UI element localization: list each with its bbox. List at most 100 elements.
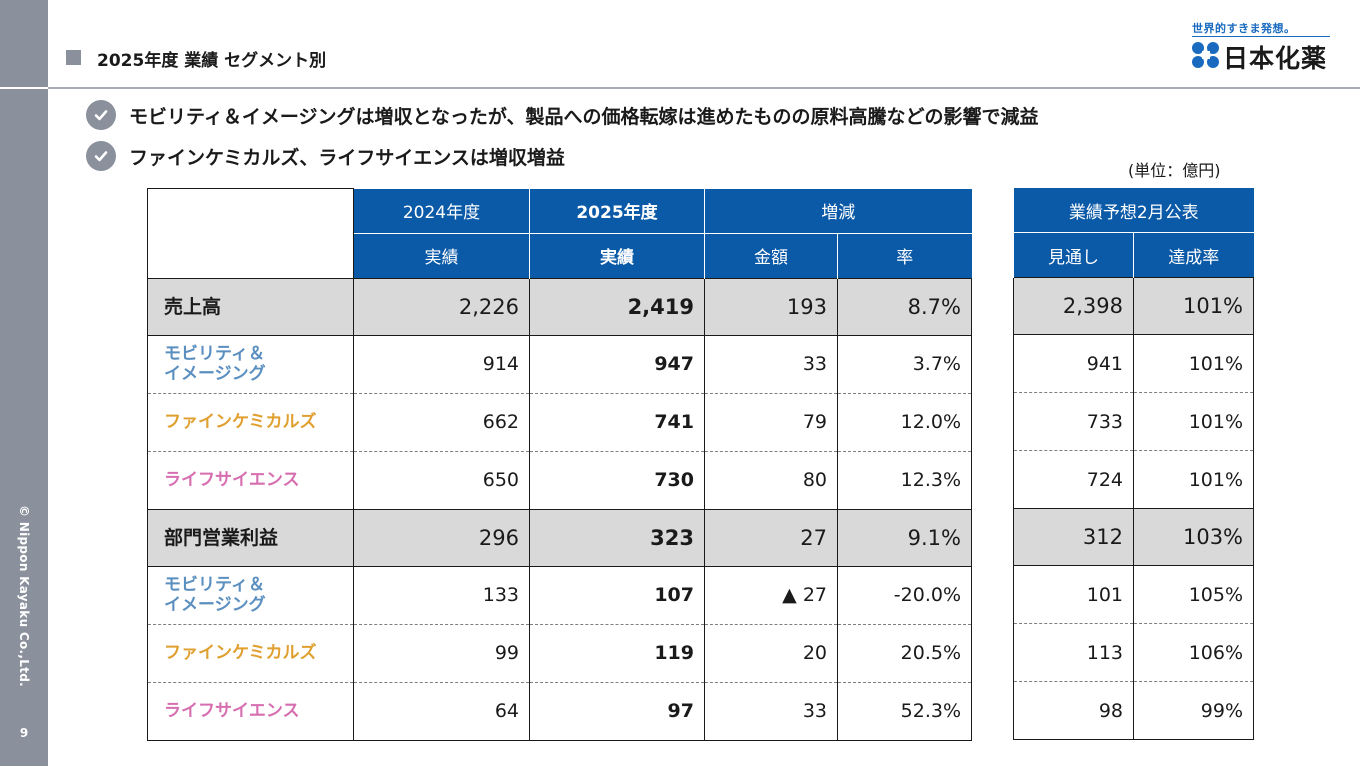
row-label: モビリティ＆ イメージング bbox=[147, 335, 354, 394]
company-logo-name: 日本化薬 bbox=[1223, 44, 1328, 73]
cell-achievement: 101% bbox=[1132, 334, 1255, 393]
cell-fy2024: 650 bbox=[353, 451, 530, 510]
sidebar: © Nippon Kayaku Co.,Ltd. 9 bbox=[0, 0, 48, 766]
cell-amount: 33 bbox=[704, 682, 838, 741]
cell-fy2024: 133 bbox=[353, 566, 530, 625]
cell-outlook: 101 bbox=[1013, 565, 1134, 624]
company-logo-icon bbox=[1192, 42, 1219, 68]
bullet-2: ファインケミカルズ、ライフサイエンスは増収増益 bbox=[86, 141, 565, 171]
logo-tagline-underline bbox=[1192, 36, 1330, 37]
row-label-line2: イメージング bbox=[164, 364, 266, 384]
header-actual-2024: 実績 bbox=[353, 232, 530, 278]
table-corner-cell bbox=[147, 188, 354, 279]
header-actual-2025: 実績 bbox=[529, 232, 705, 278]
table-row: ライフサイエンス 64 97 33 52.3% bbox=[147, 682, 972, 741]
header-amount: 金額 bbox=[704, 232, 838, 278]
cell-amount: 79 bbox=[704, 393, 838, 452]
cell-fy2024: 296 bbox=[353, 508, 530, 567]
cell-outlook: 113 bbox=[1013, 623, 1134, 682]
cell-fy2025: 97 bbox=[529, 682, 705, 741]
cell-outlook: 941 bbox=[1013, 334, 1134, 393]
cell-amount: ▲ 27 bbox=[704, 566, 838, 625]
check-icon bbox=[86, 141, 116, 171]
cell-fy2025: 107 bbox=[529, 566, 705, 625]
cell-amount: 33 bbox=[704, 335, 838, 394]
row-label-line1: モビリティ＆ bbox=[164, 575, 265, 595]
cell-fy2024: 64 bbox=[353, 682, 530, 741]
cell-amount: 80 bbox=[704, 451, 838, 510]
header-outlook: 見通し bbox=[1013, 232, 1134, 278]
cell-fy2024: 662 bbox=[353, 393, 530, 452]
header-achievement: 達成率 bbox=[1132, 232, 1254, 278]
cell-achievement: 101% bbox=[1132, 277, 1255, 335]
header-fy2024: 2024年度 bbox=[353, 188, 530, 233]
cell-fy2025: 730 bbox=[529, 451, 705, 510]
cell-fy2025: 947 bbox=[529, 335, 705, 394]
cell-achievement: 105% bbox=[1132, 565, 1255, 624]
cell-outlook: 733 bbox=[1013, 392, 1134, 451]
row-label: ライフサイエンス bbox=[147, 682, 354, 741]
cell-rate: 9.1% bbox=[837, 508, 972, 567]
cell-fy2024: 2,226 bbox=[353, 277, 530, 336]
cell-achievement: 99% bbox=[1132, 681, 1255, 740]
cell-rate: -20.0% bbox=[837, 566, 972, 625]
cell-rate: 20.5% bbox=[837, 624, 972, 683]
cell-amount: 20 bbox=[704, 624, 838, 683]
header-forecast: 業績予想2月公表 bbox=[1012, 188, 1254, 233]
cell-rate: 8.7% bbox=[837, 277, 972, 336]
row-label: ライフサイエンス bbox=[147, 451, 354, 510]
table-row: 101 105% bbox=[1013, 565, 1255, 624]
forecast-table: 業績予想2月公表 見通し 達成率 2,398 101% 941 101% 733… bbox=[1012, 188, 1255, 740]
row-label: 部門営業利益 bbox=[147, 508, 354, 567]
cell-fy2024: 99 bbox=[353, 624, 530, 683]
cell-rate: 3.7% bbox=[837, 335, 972, 394]
header-rate: 率 bbox=[837, 232, 972, 278]
header-change: 増減 bbox=[704, 188, 972, 233]
table-row: 98 99% bbox=[1013, 681, 1255, 740]
cell-fy2025: 741 bbox=[529, 393, 705, 452]
page-title: 2025年度 業績 セグメント別 bbox=[97, 51, 327, 71]
cell-amount: 193 bbox=[704, 277, 838, 336]
table-row: 113 106% bbox=[1013, 623, 1255, 682]
cell-achievement: 103% bbox=[1132, 508, 1255, 566]
cell-rate: 12.3% bbox=[837, 451, 972, 510]
table-row: 941 101% bbox=[1013, 334, 1255, 393]
table-row-operating-profit: 部門営業利益 296 323 27 9.1% bbox=[147, 508, 972, 567]
cell-outlook: 724 bbox=[1013, 450, 1134, 509]
cell-outlook: 312 bbox=[1013, 508, 1134, 566]
cell-fy2025: 119 bbox=[529, 624, 705, 683]
logo-tagline: 世界的すきま発想。 bbox=[1192, 22, 1296, 35]
title-square-icon bbox=[66, 50, 81, 65]
table-row: ファインケミカルズ 99 119 20 20.5% bbox=[147, 624, 972, 683]
cell-rate: 52.3% bbox=[837, 682, 972, 741]
row-label-line2: イメージング bbox=[164, 595, 266, 615]
cell-achievement: 101% bbox=[1132, 450, 1255, 509]
table-row: ファインケミカルズ 662 741 79 12.0% bbox=[147, 393, 972, 452]
row-label: ファインケミカルズ bbox=[147, 624, 354, 683]
table-row: 312 103% bbox=[1013, 508, 1255, 566]
cell-amount: 27 bbox=[704, 508, 838, 567]
bullet-text: モビリティ＆イメージングは増収となったが、製品への価格転嫁は進めたものの原料高騰… bbox=[129, 105, 1039, 128]
cell-fy2024: 914 bbox=[353, 335, 530, 394]
row-label: モビリティ＆ イメージング bbox=[147, 566, 354, 625]
cell-rate: 12.0% bbox=[837, 393, 972, 452]
page-number: 9 bbox=[19, 726, 29, 740]
cell-fy2025: 323 bbox=[529, 508, 705, 567]
copyright-text: © Nippon Kayaku Co.,Ltd. bbox=[17, 504, 31, 688]
row-label: ファインケミカルズ bbox=[147, 393, 354, 452]
table-row: 724 101% bbox=[1013, 450, 1255, 509]
row-label-line1: モビリティ＆ bbox=[164, 344, 265, 364]
table-row: モビリティ＆ イメージング 914 947 33 3.7% bbox=[147, 335, 972, 394]
results-table: 2024年度 2025年度 増減 実績 実績 金額 率 売上高 2,226 2,… bbox=[147, 188, 972, 741]
bullet-text: ファインケミカルズ、ライフサイエンスは増収増益 bbox=[129, 146, 565, 169]
table-row: 733 101% bbox=[1013, 392, 1255, 451]
cell-outlook: 2,398 bbox=[1013, 277, 1134, 335]
table-row: モビリティ＆ イメージング 133 107 ▲ 27 -20.0% bbox=[147, 566, 972, 625]
row-label: 売上高 bbox=[147, 277, 354, 336]
table-row: 2,398 101% bbox=[1013, 277, 1255, 335]
table-row-sales: 売上高 2,226 2,419 193 8.7% bbox=[147, 277, 972, 336]
cell-fy2025: 2,419 bbox=[529, 277, 705, 336]
unit-label: (単位：億円) bbox=[1128, 161, 1221, 180]
bullet-1: モビリティ＆イメージングは増収となったが、製品への価格転嫁は進めたものの原料高騰… bbox=[86, 100, 1039, 130]
header-fy2025: 2025年度 bbox=[529, 188, 705, 233]
